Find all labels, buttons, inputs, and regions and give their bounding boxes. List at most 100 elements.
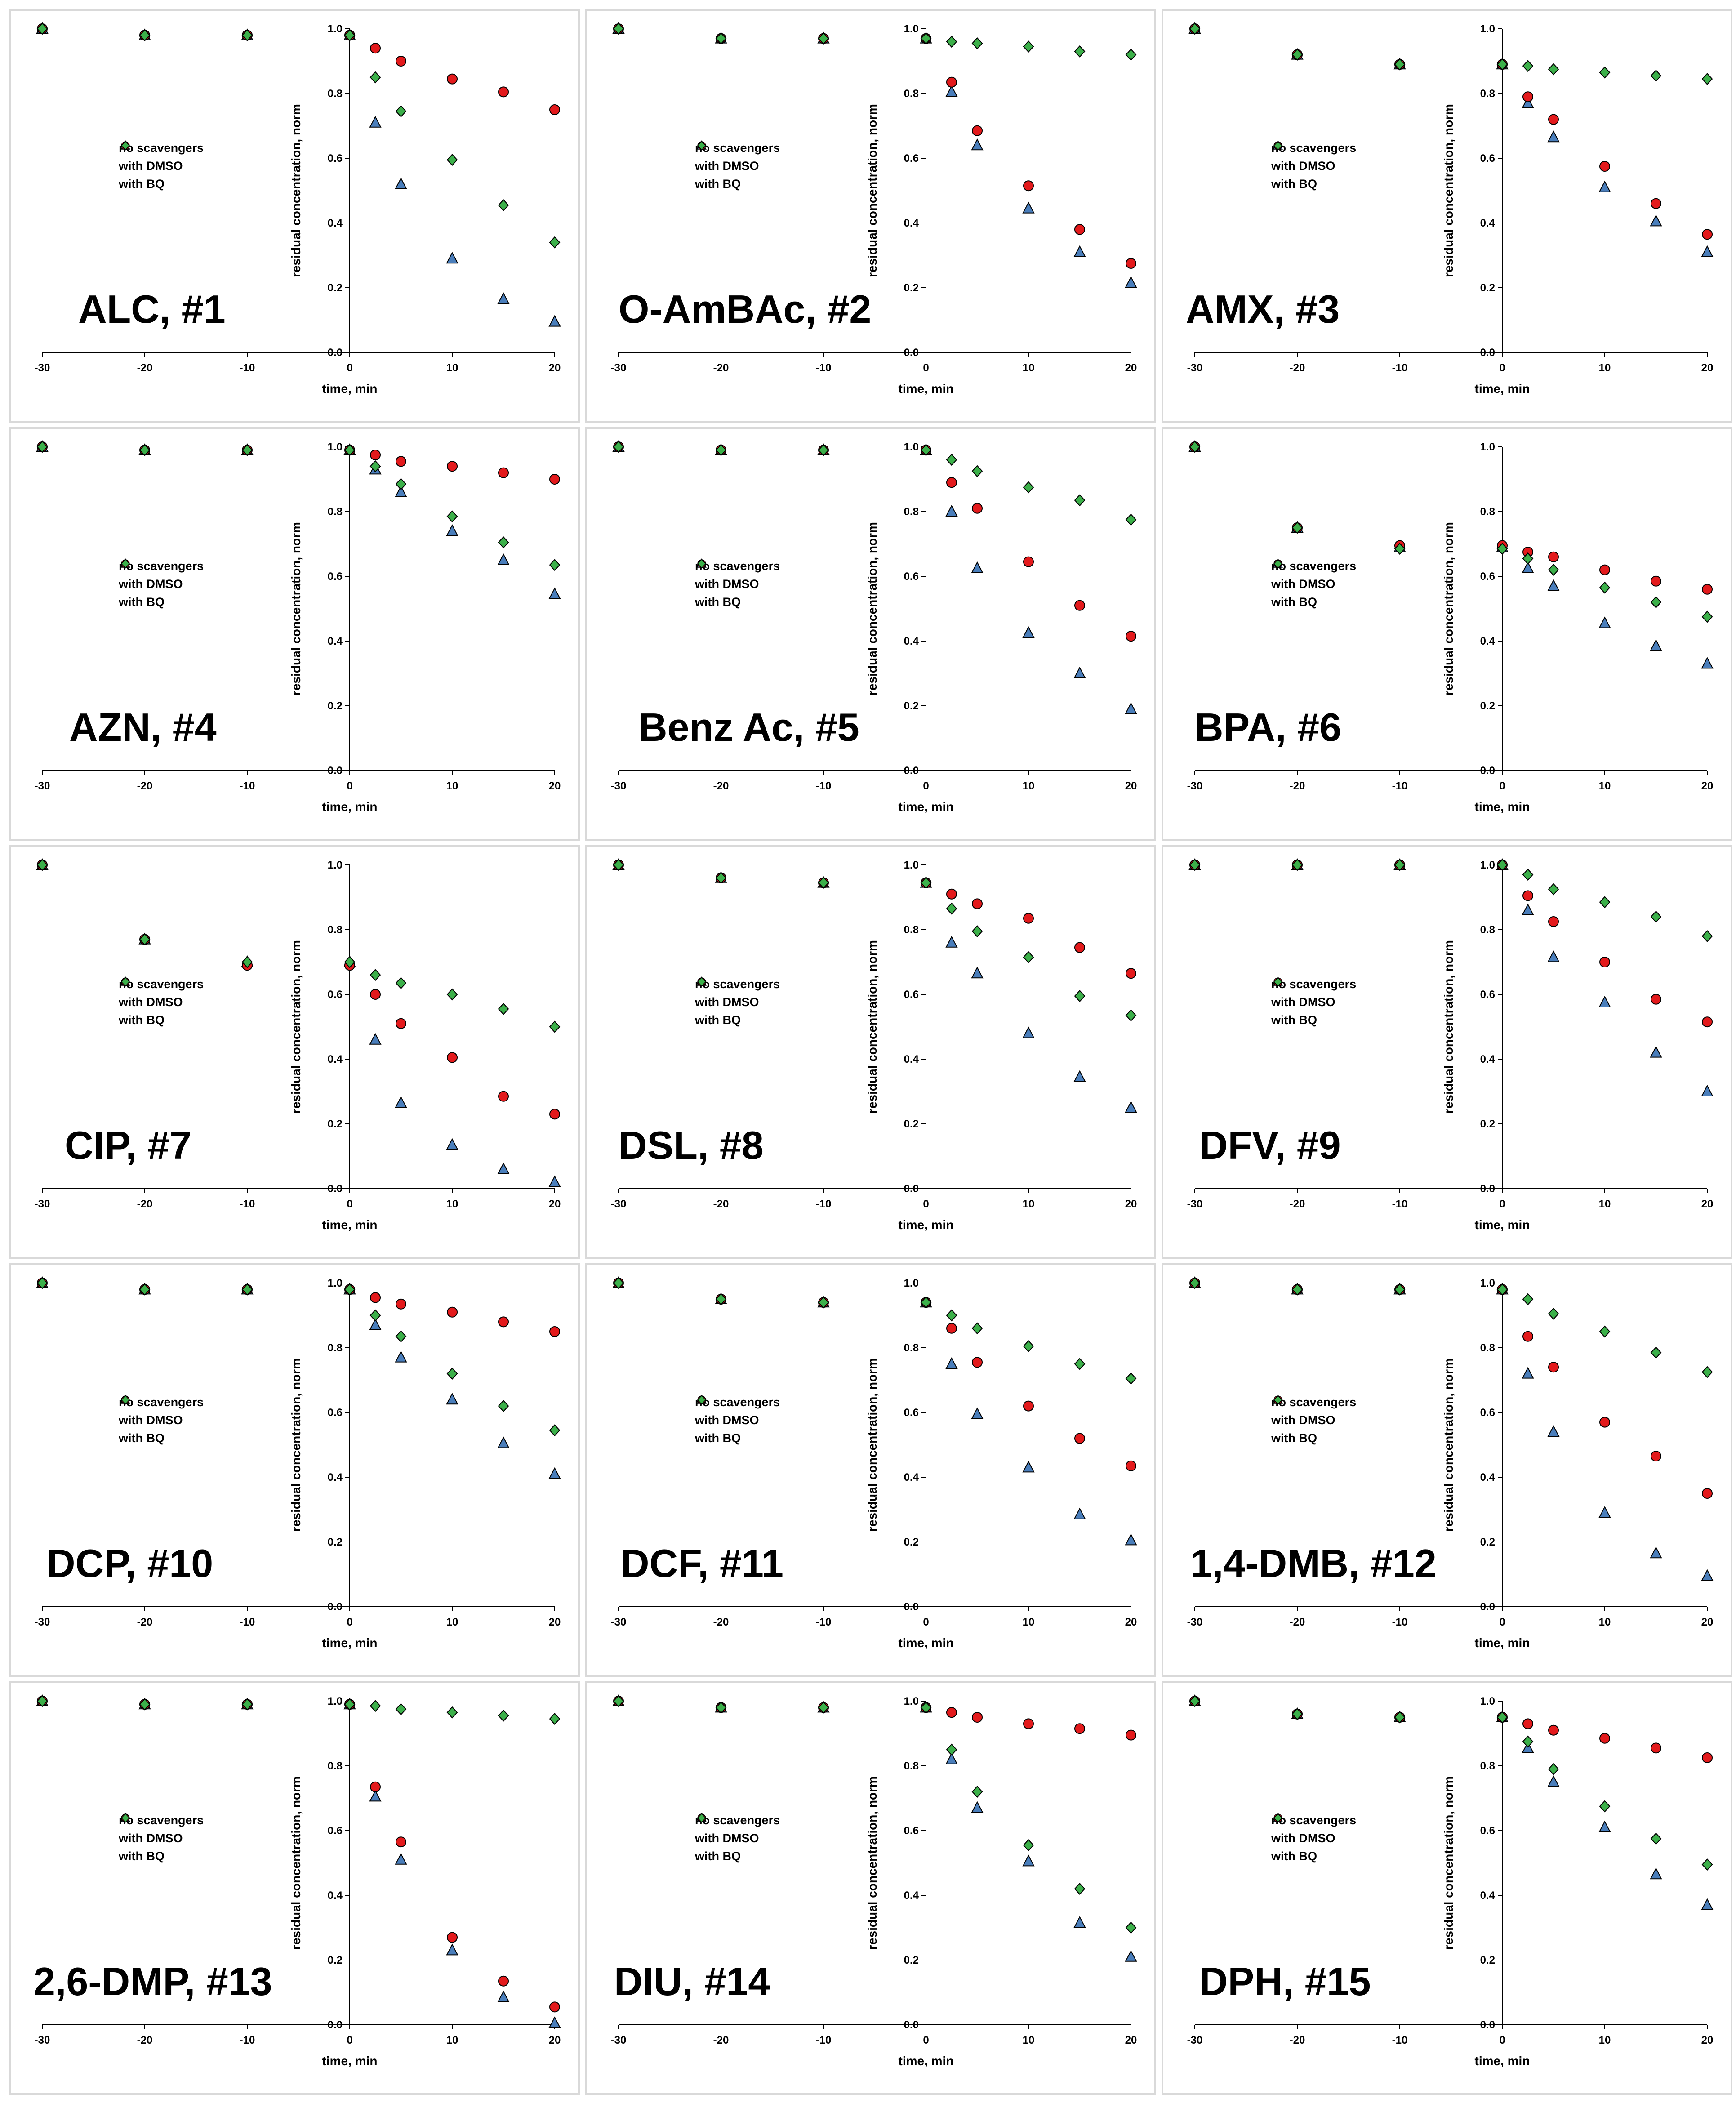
data-point [1023,481,1034,494]
legend-label: no scavengers [1271,1395,1357,1409]
y-tick-label: 0.8 [1480,506,1495,518]
x-tick-label: 10 [446,1616,458,1628]
y-tick-label: 0.6 [328,152,343,165]
data-point [818,877,829,889]
data-point [446,1138,458,1150]
y-tick-label: 0.0 [904,1601,919,1613]
data-point [370,43,381,54]
legend-item: with DMSO [119,1813,204,1847]
data-point [369,71,381,84]
data-point [549,1020,561,1033]
data-point [1599,957,1610,967]
data-point [396,56,406,67]
data-point [1023,951,1034,963]
legend-item: with DMSO [695,1395,780,1429]
y-tick-label: 1.0 [1480,859,1495,871]
data-point [946,477,957,488]
data-point [1599,161,1610,172]
y-axis-title: residual concentration, norm [865,522,879,695]
data-point [1702,584,1713,595]
legend: no scavengers with DMSO with BQ [695,1811,780,1865]
data-point [1126,1460,1136,1471]
data-point [1189,22,1201,35]
legend-item: with BQ [695,1813,780,1865]
data-point [1073,1070,1086,1082]
y-tick-label: 0.0 [904,765,919,777]
data-point [1650,910,1662,923]
data-point [344,1283,356,1296]
y-tick-label: 0.2 [904,1118,919,1130]
y-tick-label: 0.8 [328,506,343,518]
legend-item: with BQ [1271,977,1356,1029]
data-point [946,1743,957,1756]
legend: no scavengers with DMSO with BQ [1271,1811,1356,1865]
y-tick-label: 0.0 [328,1601,343,1613]
x-tick-label: -30 [1187,362,1203,374]
data-point [36,1695,48,1707]
x-tick-label: -30 [611,1616,627,1628]
legend-marker [1273,1395,1282,1405]
x-axis-title: time, min [899,1636,954,1650]
y-tick-label: 0.0 [1480,765,1495,777]
chart-panel: -30 -20 -10 0 10 20 0.0 0.2 0.4 0.6 0.8 1.0 time, mi… [1162,9,1732,423]
legend-item: with DMSO [1271,1813,1356,1847]
y-tick-label: 0.2 [904,1536,919,1548]
y-tick-label: 0.8 [904,88,919,100]
chart-svg: -30 -20 -10 0 10 20 0.0 0.2 0.4 0.6 0.8 1.0 time, mi… [35,1276,561,1650]
chart-panel: -30 -20 -10 0 10 20 0.0 0.2 0.4 0.6 0.8 1.0 time, mi… [1162,1263,1732,1677]
legend: no scavengers with DMSO with BQ [695,139,780,193]
y-tick-label: 0.6 [904,989,919,1001]
data-point [1599,1733,1610,1744]
data-point [1023,556,1034,567]
data-point [945,85,958,97]
x-tick-label: -10 [1392,1198,1408,1210]
legend-item: with BQ [119,141,204,193]
y-tick-label: 0.0 [328,2019,343,2031]
data-point [972,503,983,514]
y-tick-label: 0.2 [904,282,919,294]
data-point [447,1052,458,1063]
data-point [1073,245,1086,257]
data-point [1701,930,1713,942]
x-tick-label: 20 [549,780,561,792]
y-axis-title: residual concentration, norm [289,940,303,1114]
chart-svg: -30 -20 -10 0 10 20 0.0 0.2 0.4 0.6 0.8 1.0 time, mi… [1187,858,1714,1232]
data-point [241,956,253,968]
data-point [549,1713,561,1725]
legend-item: with DMSO [695,141,780,175]
y-tick-label: 0.0 [328,347,343,359]
data-point [971,138,984,151]
data-point [1548,114,1559,125]
data-point [1651,575,1661,587]
y-axis-title: residual concentration, norm [1442,1776,1456,1950]
data-point [920,1701,932,1714]
legend-marker [697,977,706,987]
data-point [447,73,458,85]
y-tick-label: 0.0 [1480,1183,1495,1195]
legend-label: no scavengers [695,559,780,573]
data-point [1548,1362,1559,1373]
legend-item: with DMSO [119,1395,204,1429]
data-point [1125,702,1137,714]
legend-item: no scavengers [695,1811,780,1829]
data-point [1651,1742,1661,1754]
y-tick-label: 0.4 [904,217,919,229]
y-tick-label: 0.8 [1480,1760,1495,1772]
data-point [396,456,406,467]
data-point [446,1943,458,1956]
data-point [1701,1366,1713,1378]
data-point [946,1707,957,1718]
legend-marker-shape [697,1395,706,1405]
legend: no scavengers with DMSO with BQ [119,139,204,193]
data-point [1547,950,1560,962]
data-point [1548,1763,1559,1775]
data-point [370,989,381,1000]
legend-marker [697,559,706,569]
data-point [447,1932,458,1943]
data-point [1548,883,1559,896]
data-point [1599,1417,1610,1428]
data-point [395,478,407,490]
data-point [1548,564,1559,576]
data-point [497,553,510,565]
data-point [945,1357,958,1369]
